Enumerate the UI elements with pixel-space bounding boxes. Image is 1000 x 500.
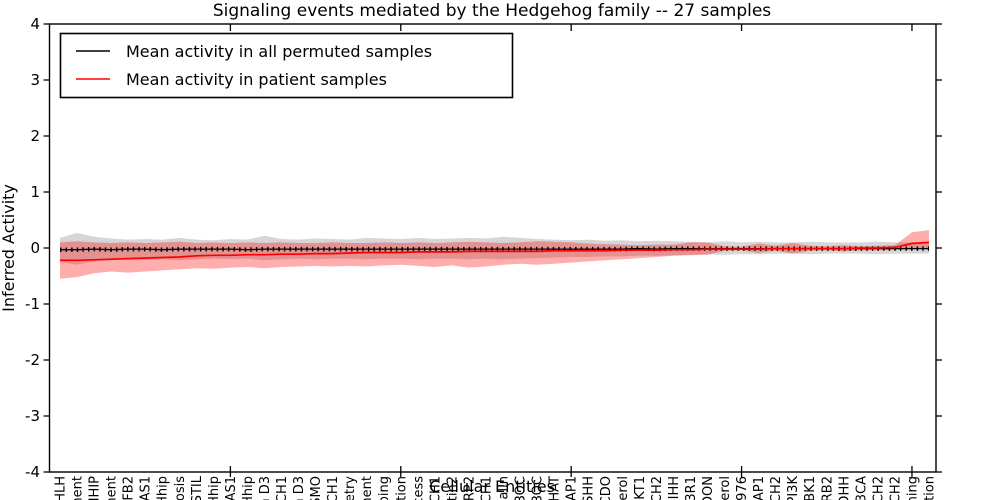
x-category-label: SHH Np/Cholesterol/GAS1 <box>224 476 239 500</box>
x-category-label: PIK3CA <box>854 476 869 500</box>
x-category-label: IHH N/PTCH2 <box>769 476 784 500</box>
y-tick-label: -4 <box>25 463 40 481</box>
x-axis-label: Cellular Entities <box>429 477 555 496</box>
x-category-label: PI3K <box>786 476 801 500</box>
x-category-label: HHIP <box>88 476 103 500</box>
x-category-label: SHH Np/Cholesterol/PTCH2 <box>650 476 665 500</box>
x-category-label: mesenchymal cell differentiation <box>923 476 938 500</box>
x-category-label: SHH Np/Cholesterol/BOC <box>514 476 529 500</box>
x-category-label: HHAT <box>548 476 563 500</box>
y-tick-label: 2 <box>30 127 40 145</box>
x-category-label: mol:Vitamin D3 <box>292 476 307 500</box>
y-tick-label: 1 <box>30 183 40 201</box>
legend-box <box>59 32 514 99</box>
x-category-label: determination of left/right symmetry <box>343 476 358 500</box>
x-category-label: SHH Np/Cholesterol/CDO <box>599 476 614 500</box>
legend-label-patient: Mean activity in patient samples <box>126 70 387 89</box>
x-category-label: heart development <box>360 476 375 500</box>
x-category-label: SMO <box>309 476 324 500</box>
legend-label-permuted: Mean activity in all permuted samples <box>126 42 432 61</box>
x-category-label: DHH N/PTCH1 <box>479 476 494 500</box>
x-category-label: BOC <box>531 476 546 500</box>
x-category-label: catabolic process <box>411 476 426 500</box>
x-category-label: ARRB2 <box>820 476 835 500</box>
x-category-labels: PTHLHskeletal system developmentHHIPpanc… <box>54 475 938 500</box>
x-category-label: receptor-mediated endocytosis <box>173 476 188 500</box>
x-category-label: skeletal system development <box>71 476 86 500</box>
x-category-label: Megalin/LRPAP1 <box>565 476 580 500</box>
y-tick-label: 4 <box>30 15 40 33</box>
y-tick-label: -3 <box>25 407 40 425</box>
y-tick-labels: -4 -3 -2 -1 0 1 2 3 4 <box>25 15 40 481</box>
y-tick-label: 0 <box>30 239 40 257</box>
x-category-label: LRP2 <box>462 476 477 500</box>
x-category-label: GAS1 <box>139 476 154 500</box>
x-category-label: dorsoventral neural tube patterning <box>905 476 920 500</box>
x-category-label: EntrezGene:84976 <box>735 476 750 500</box>
x-category-label: PTCH2 <box>871 476 886 500</box>
x-category-label: SHH Np/Cholesterol/Megalin <box>497 476 512 500</box>
x-category-label: SHH <box>582 476 597 500</box>
x-category-label: IHH <box>667 476 682 499</box>
x-category-label: SMO/beta Arrestin2 <box>445 476 460 500</box>
x-category-label: mol:Cholesterol <box>718 476 733 500</box>
x-category-label: SHH Np/Cholesterol/Hhip <box>207 476 222 500</box>
axis-ticks <box>43 23 942 477</box>
x-category-label: SHH Np/Cholesterol/PTCH1 <box>275 476 290 500</box>
x-category-label: STIL <box>190 475 205 500</box>
y-tick-label: -2 <box>25 351 40 369</box>
band-patient <box>60 230 929 279</box>
x-category-label: ADRBK1 <box>803 476 818 500</box>
x-category-label: PTCH1 <box>326 476 341 500</box>
x-category-label: PIK3R1 <box>684 476 699 500</box>
y-tick-label: -1 <box>25 295 40 313</box>
x-category-label: CDON <box>701 476 716 500</box>
x-category-label: PTHLH <box>54 476 69 500</box>
x-category-label: somite specification <box>394 476 409 500</box>
legend: Mean activity in all permuted samples Me… <box>59 32 514 99</box>
x-category-label: LRPAP1 <box>752 476 767 500</box>
x-category-label: heart looping <box>377 476 392 500</box>
x-category-label: SMO/Vitamin D3 <box>258 476 273 500</box>
x-category-label: IHH N/Hhip <box>156 476 171 500</box>
series-lines <box>60 241 930 262</box>
x-category-label: DHH N/PTCH2 <box>888 476 903 500</box>
x-category-label: DHH N/Hhip <box>241 476 256 500</box>
patient-mean-line <box>60 241 930 262</box>
x-category-label: IHH N/PTCH1 <box>428 476 443 500</box>
chart-title: Signaling events mediated by the Hedgeho… <box>213 1 771 21</box>
x-category-label: DHH <box>837 476 852 500</box>
x-category-label: AKT1 <box>633 476 648 500</box>
y-tick-label: 3 <box>30 71 40 89</box>
y-axis-label: Inferred Activity <box>0 184 18 312</box>
x-category-label: TGFB2 <box>122 476 137 500</box>
x-category-label: pancreas development <box>105 476 120 500</box>
x-category-label: SHH Np/Cholesterol <box>616 476 631 500</box>
confidence-bands <box>60 230 929 279</box>
